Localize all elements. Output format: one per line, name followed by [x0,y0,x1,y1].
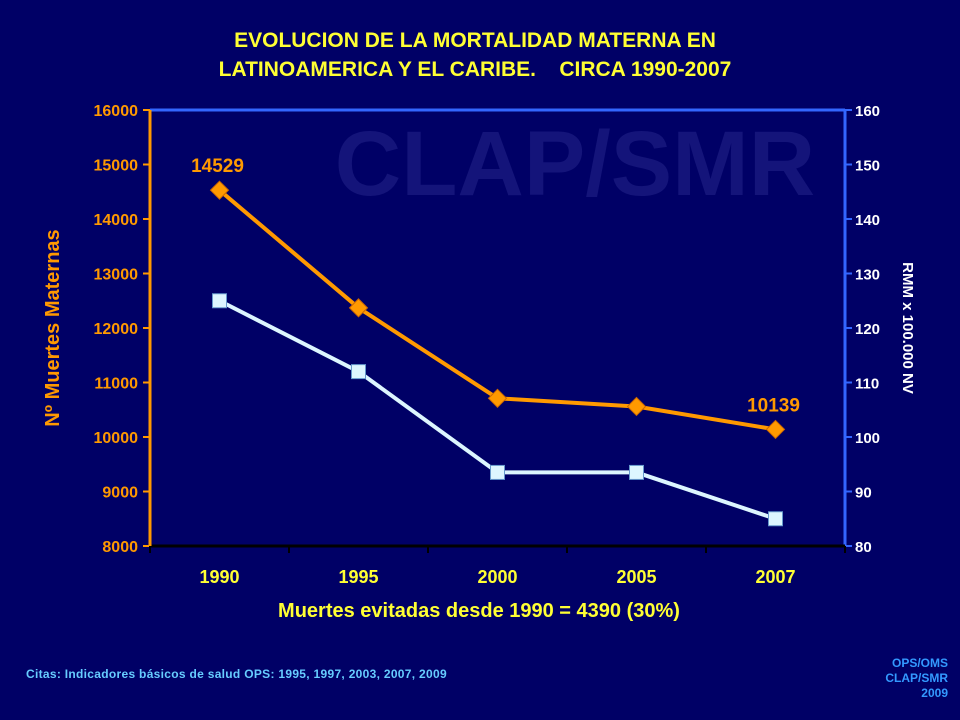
y-right-tick-label: 100 [855,430,880,447]
y-left-tick-label: 12000 [94,321,139,338]
y-right-tick-label: 80 [855,539,872,556]
series-layer: 14529 10139 [191,156,800,527]
credit-org: OPS/OMS [891,656,948,670]
credit-year: 2009 [921,686,948,700]
y-axis-right-label: RMM x 100.000 NV [899,262,916,394]
y-left-tick-label: 10000 [94,430,139,447]
series-deaths-point [209,180,230,200]
title-line-2: LATINOAMERICA Y EL CARIBE. CIRCA 1990-20… [218,58,732,81]
series-deaths-point [626,396,647,417]
series-deaths-point [487,388,508,409]
y-right-tick-label: 130 [855,267,880,284]
y-right-tick-label: 140 [855,212,880,229]
x-tick-label: 2005 [616,567,656,587]
y-left-tick-label: 9000 [102,485,138,502]
credit-center: CLAP/SMR [885,671,948,685]
series-ratio-point [351,364,366,380]
y-left-tick-label: 11000 [94,376,138,393]
series-ratio-point [768,511,783,527]
y-right-tick-label: 150 [855,158,880,175]
y-right-tick-label: 120 [855,321,880,338]
y-left-tick-label: 14000 [94,212,139,229]
data-label: 14529 [191,156,244,177]
x-tick-label: 1990 [199,567,239,587]
y-left-tick-label: 13000 [94,267,139,284]
y-right-tick-label: 90 [855,485,872,502]
series-deaths-point [765,419,786,440]
data-label: 10139 [747,395,800,416]
citation-text: Citas: Indicadores básicos de salud OPS:… [26,667,447,681]
summary-text: Muertes evitadas desde 1990 = 4390 (30%) [278,600,680,622]
y-right-tick-label: 110 [855,376,879,393]
credit-block: OPS/OMS CLAP/SMR 2009 [885,656,948,701]
watermark-text: CLAP/SMR [335,113,815,215]
x-tick-label: 2000 [477,567,517,587]
x-tick-label: 2007 [755,567,795,587]
series-ratio-point [212,293,227,309]
chart-title: EVOLUCION DE LA MORTALIDAD MATERNA EN LA… [0,26,960,84]
series-deaths-point [348,298,369,318]
series-ratio-point [629,464,644,480]
axes: 8000 9000 10000 11000 12000 13000 14000 15000 16… [94,103,881,587]
y-left-tick-label: 15000 [94,158,139,175]
y-left-tick-label: 16000 [94,103,139,120]
series-ratio-line [218,298,777,521]
series-ratio-point [490,464,505,480]
title-line-1: EVOLUCION DE LA MORTALIDAD MATERNA EN [234,29,716,52]
y-right-tick-label: 160 [855,103,880,120]
y-left-tick-label: 8000 [102,539,138,556]
x-tick-label: 1995 [338,567,378,587]
deaths-avoided-summary: Muertes evitadas desde 1990 = 4390 (30%) [0,600,960,623]
y-axis-left-label: Nº Muertes Maternas [42,229,64,426]
